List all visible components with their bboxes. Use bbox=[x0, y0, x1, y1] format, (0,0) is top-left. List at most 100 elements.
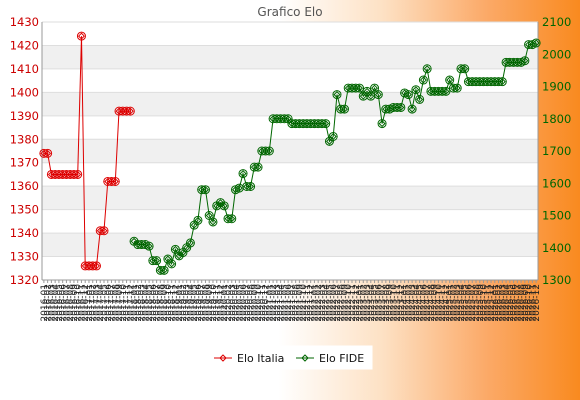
marker-circle bbox=[411, 85, 421, 95]
marker-circle bbox=[332, 90, 342, 100]
marker-circle bbox=[122, 106, 132, 116]
x-tick-label: 2019-09 bbox=[205, 284, 215, 322]
x-tick-label: 2017-12 bbox=[126, 284, 136, 322]
x-tick-label: 2021-03 bbox=[273, 284, 283, 322]
y-right-tick-label: 1500 bbox=[542, 209, 571, 223]
marker-inner-diamond bbox=[397, 103, 405, 111]
elo-fide-point bbox=[219, 201, 229, 211]
marker-circle bbox=[227, 214, 237, 224]
x-tick-label: 2025-06 bbox=[464, 284, 474, 322]
elo-fide-point bbox=[497, 77, 507, 87]
marker-inner-diamond bbox=[498, 78, 506, 86]
marker-inner-diamond bbox=[171, 245, 179, 253]
elo-fide-point bbox=[200, 185, 210, 195]
x-tick-label: 2016-03 bbox=[47, 284, 57, 322]
x-tick-label: 2024-01 bbox=[401, 284, 411, 322]
marker-circle bbox=[355, 83, 365, 93]
marker-circle bbox=[422, 64, 432, 74]
x-tick-label: 2019-10 bbox=[209, 284, 219, 322]
legend: Elo Italia Elo FIDE bbox=[206, 345, 373, 370]
marker-inner-diamond bbox=[408, 105, 416, 113]
elo-fide-point bbox=[208, 217, 218, 227]
elo-fide-point bbox=[238, 169, 248, 179]
marker-inner-diamond bbox=[160, 266, 168, 274]
x-tick-label: 2018-04 bbox=[141, 284, 151, 322]
x-tick-label: 2017-04 bbox=[96, 284, 106, 322]
x-tick-label: 2023-02 bbox=[359, 284, 369, 322]
x-tick-label: 2025-07 bbox=[468, 284, 478, 322]
marker-circle bbox=[497, 77, 507, 87]
x-tick-label: 2025-02 bbox=[449, 284, 459, 322]
x-tick-label: 2021-11 bbox=[303, 284, 313, 322]
x-tick-label: 2018-11 bbox=[168, 284, 178, 322]
y-right-tick-label: 1400 bbox=[542, 241, 571, 255]
marker-inner-diamond bbox=[145, 242, 153, 250]
x-tick-label: 2025-10 bbox=[480, 284, 490, 322]
marker-circle bbox=[125, 106, 135, 116]
x-tick-label: 2023-11 bbox=[393, 284, 403, 322]
marker-circle bbox=[279, 114, 289, 124]
x-tick-label: 2022-10 bbox=[344, 284, 354, 322]
x-tick-label: 2022-07 bbox=[333, 284, 343, 322]
marker-circle bbox=[392, 102, 402, 112]
x-tick-label: 2016-12 bbox=[81, 284, 91, 322]
x-tick-label: 2024-04 bbox=[412, 284, 422, 322]
elo-italia-point bbox=[91, 261, 101, 271]
elo-fide-point bbox=[422, 64, 432, 74]
marker-circle bbox=[418, 75, 428, 85]
x-tick-label: 2026-11 bbox=[528, 284, 538, 322]
x-tick-label: 2021-07 bbox=[288, 284, 298, 322]
marker-inner-diamond bbox=[340, 105, 348, 113]
marker-inner-diamond bbox=[442, 87, 450, 95]
x-tick-label: 2018-03 bbox=[138, 284, 148, 322]
y-left-tick-label: 1430 bbox=[10, 15, 39, 29]
x-tick-label: 2023-07 bbox=[378, 284, 388, 322]
x-tick-label: 2016-06 bbox=[59, 284, 69, 322]
x-tick-label: 2023-04 bbox=[367, 284, 377, 322]
elo-fide-point bbox=[460, 64, 470, 74]
x-tick-label: 2018-08 bbox=[156, 284, 166, 322]
marker-circle bbox=[415, 94, 425, 104]
x-tick-label: 2021-04 bbox=[277, 284, 287, 322]
x-tick-label: 2020-06 bbox=[239, 284, 249, 322]
x-tick-label: 2020-08 bbox=[247, 284, 257, 322]
elo-fide-point bbox=[253, 162, 263, 172]
marker-circle bbox=[144, 241, 154, 251]
x-tick-label: 2019-01 bbox=[175, 284, 185, 322]
x-tick-label: 2018-09 bbox=[160, 284, 170, 322]
elo-fide-point bbox=[339, 104, 349, 114]
marker-inner-diamond bbox=[265, 147, 273, 155]
elo-italia-point bbox=[73, 169, 83, 179]
grid-band bbox=[42, 233, 538, 257]
elo-fide-point bbox=[321, 119, 331, 129]
elo-fide-point bbox=[452, 83, 462, 93]
marker-circle bbox=[321, 119, 331, 129]
marker-inner-diamond bbox=[44, 149, 52, 157]
marker-circle bbox=[460, 64, 470, 74]
x-tick-label: 2026-06 bbox=[510, 284, 520, 322]
y-right-tick-label: 1700 bbox=[542, 144, 571, 158]
marker-inner-diamond bbox=[153, 257, 161, 265]
elo-fide-point bbox=[167, 259, 177, 269]
elo-italia-point bbox=[125, 106, 135, 116]
x-tick-label: 2026-08 bbox=[517, 284, 527, 322]
x-tick-label: 2025-12 bbox=[487, 284, 497, 322]
marker-inner-diamond bbox=[186, 239, 194, 247]
marker-inner-diamond bbox=[111, 177, 119, 185]
x-tick-label: 2019-03 bbox=[183, 284, 193, 322]
y-left-tick-label: 1360 bbox=[10, 179, 39, 193]
elo-fide-point bbox=[227, 214, 237, 224]
marker-circle bbox=[452, 83, 462, 93]
elo-fide-point bbox=[328, 131, 338, 141]
marker-circle bbox=[249, 162, 259, 172]
x-tick-label: 2025-03 bbox=[453, 284, 463, 322]
elo-italia-point bbox=[110, 176, 120, 186]
x-tick-label: 2022-09 bbox=[340, 284, 350, 322]
marker-circle bbox=[223, 214, 233, 224]
marker-inner-diamond bbox=[205, 211, 213, 220]
x-tick-label: 2021-12 bbox=[307, 284, 317, 322]
x-tick-label: 2018-06 bbox=[149, 284, 159, 322]
marker-circle bbox=[43, 148, 53, 158]
elo-fide-point bbox=[264, 146, 274, 156]
